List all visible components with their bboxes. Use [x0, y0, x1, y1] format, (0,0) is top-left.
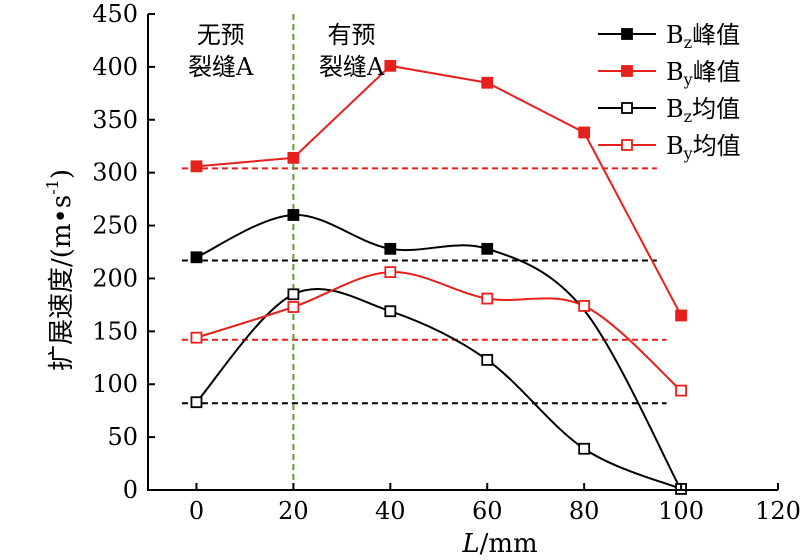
x-axis-title: L/mm — [461, 529, 537, 559]
series-line-0 — [196, 213, 682, 491]
series-2-point-1 — [287, 288, 300, 301]
series-line-2 — [195, 288, 682, 490]
y-tick-label-9: 450 — [92, 0, 138, 28]
y-axis-title-end: ) — [47, 169, 77, 179]
series-2-point-2 — [384, 305, 397, 318]
legend-label-2-text: 均值 — [692, 95, 740, 123]
legend-label-3-sub: y — [683, 144, 693, 163]
series-2-point-4 — [578, 442, 591, 455]
series-1-point-0 — [190, 160, 203, 173]
legend-label-0-letter: B — [666, 21, 684, 49]
series-0-point-1 — [287, 209, 300, 221]
legend-label-1-letter: B — [666, 58, 684, 86]
x-axis-title-unit: /mm — [480, 529, 538, 559]
legend-label-1: By峰值 — [666, 58, 741, 89]
series-2-point-3 — [481, 353, 494, 366]
x-axis-title-var: L — [461, 529, 479, 559]
series-2-point-0 — [190, 396, 203, 409]
y-tick-label-2: 100 — [92, 370, 138, 398]
annotation-0: 无预裂缝A — [188, 21, 254, 81]
legend-marker-2 — [621, 102, 633, 114]
legend-label-3-text: 均值 — [693, 132, 741, 160]
annotation-1: 有预裂缝A — [319, 21, 385, 81]
x-tick-label-6: 120 — [755, 497, 801, 525]
plot-lines — [181, 14, 682, 491]
series-0-point-0 — [190, 251, 203, 264]
legend-label-0-text: 峰值 — [692, 21, 740, 49]
legend-label-3-letter: B — [666, 132, 684, 160]
series-1-point-1 — [287, 151, 300, 164]
legend-label-0-sub: z — [684, 33, 692, 52]
series-line-1 — [196, 64, 682, 316]
y-tick-label-0: 0 — [123, 476, 138, 504]
y-axis-title-exp: -1 — [43, 179, 62, 195]
annotation-0-line-1: 裂缝A — [188, 53, 254, 81]
y-tick-label-6: 300 — [92, 159, 138, 187]
annotation-1-line-0: 有预 — [328, 21, 376, 49]
legend-label-0: Bz峰值 — [666, 21, 740, 52]
series-1-point-5 — [675, 309, 687, 322]
legend-label-1-sub: y — [683, 70, 693, 89]
series-3-point-0 — [190, 331, 203, 344]
y-tick-label-3: 150 — [92, 317, 138, 345]
legend-label-2: Bz均值 — [666, 95, 740, 126]
y-tick-label-8: 400 — [92, 53, 138, 81]
axes: 0 20 40 60 80 100 120 0 50 100 150 200 250 300 350 400 4… — [92, 0, 801, 525]
y-tick-label-1: 50 — [107, 423, 138, 451]
series-3-point-4 — [578, 300, 591, 312]
series-1-point-4 — [578, 126, 591, 139]
legend-marker-0 — [621, 28, 633, 40]
series-3-point-5 — [675, 384, 687, 397]
x-tick-label-5: 100 — [658, 497, 704, 525]
y-tick-label-4: 200 — [92, 264, 138, 292]
series-line-3 — [196, 271, 682, 392]
annotation-0-line-0: 无预 — [197, 21, 245, 49]
x-tick-label-0: 0 — [189, 497, 204, 525]
series-3-point-3 — [481, 292, 494, 305]
legend-marker-3 — [621, 139, 633, 151]
legend-marker-1 — [621, 65, 633, 77]
series-1-point-3 — [481, 76, 494, 89]
legend-label-1-text: 峰值 — [693, 58, 741, 86]
series-0-point-2 — [384, 242, 397, 255]
y-tick-label-5: 250 — [92, 212, 138, 240]
x-tick-label-4: 80 — [569, 497, 600, 525]
x-tick-label-1: 20 — [278, 497, 309, 525]
legend-label-2-letter: B — [666, 95, 684, 123]
legend-label-3: By均值 — [666, 132, 741, 163]
y-axis-title: 扩展速度/(m•s-1) — [43, 169, 77, 371]
y-axis-title-main: 扩展速度/(m•s — [47, 195, 77, 371]
legend-label-2-sub: z — [684, 107, 692, 126]
series-1-point-2 — [384, 59, 397, 72]
x-tick-label-3: 60 — [472, 497, 503, 525]
series-0-point-3 — [481, 242, 494, 255]
annotation-1-line-1: 裂缝A — [319, 53, 385, 81]
y-tick-label-7: 350 — [92, 106, 138, 134]
series-3-point-2 — [384, 266, 397, 278]
series-3-point-1 — [287, 301, 300, 313]
plot-markers — [190, 59, 687, 495]
x-tick-label-2: 40 — [375, 497, 406, 525]
